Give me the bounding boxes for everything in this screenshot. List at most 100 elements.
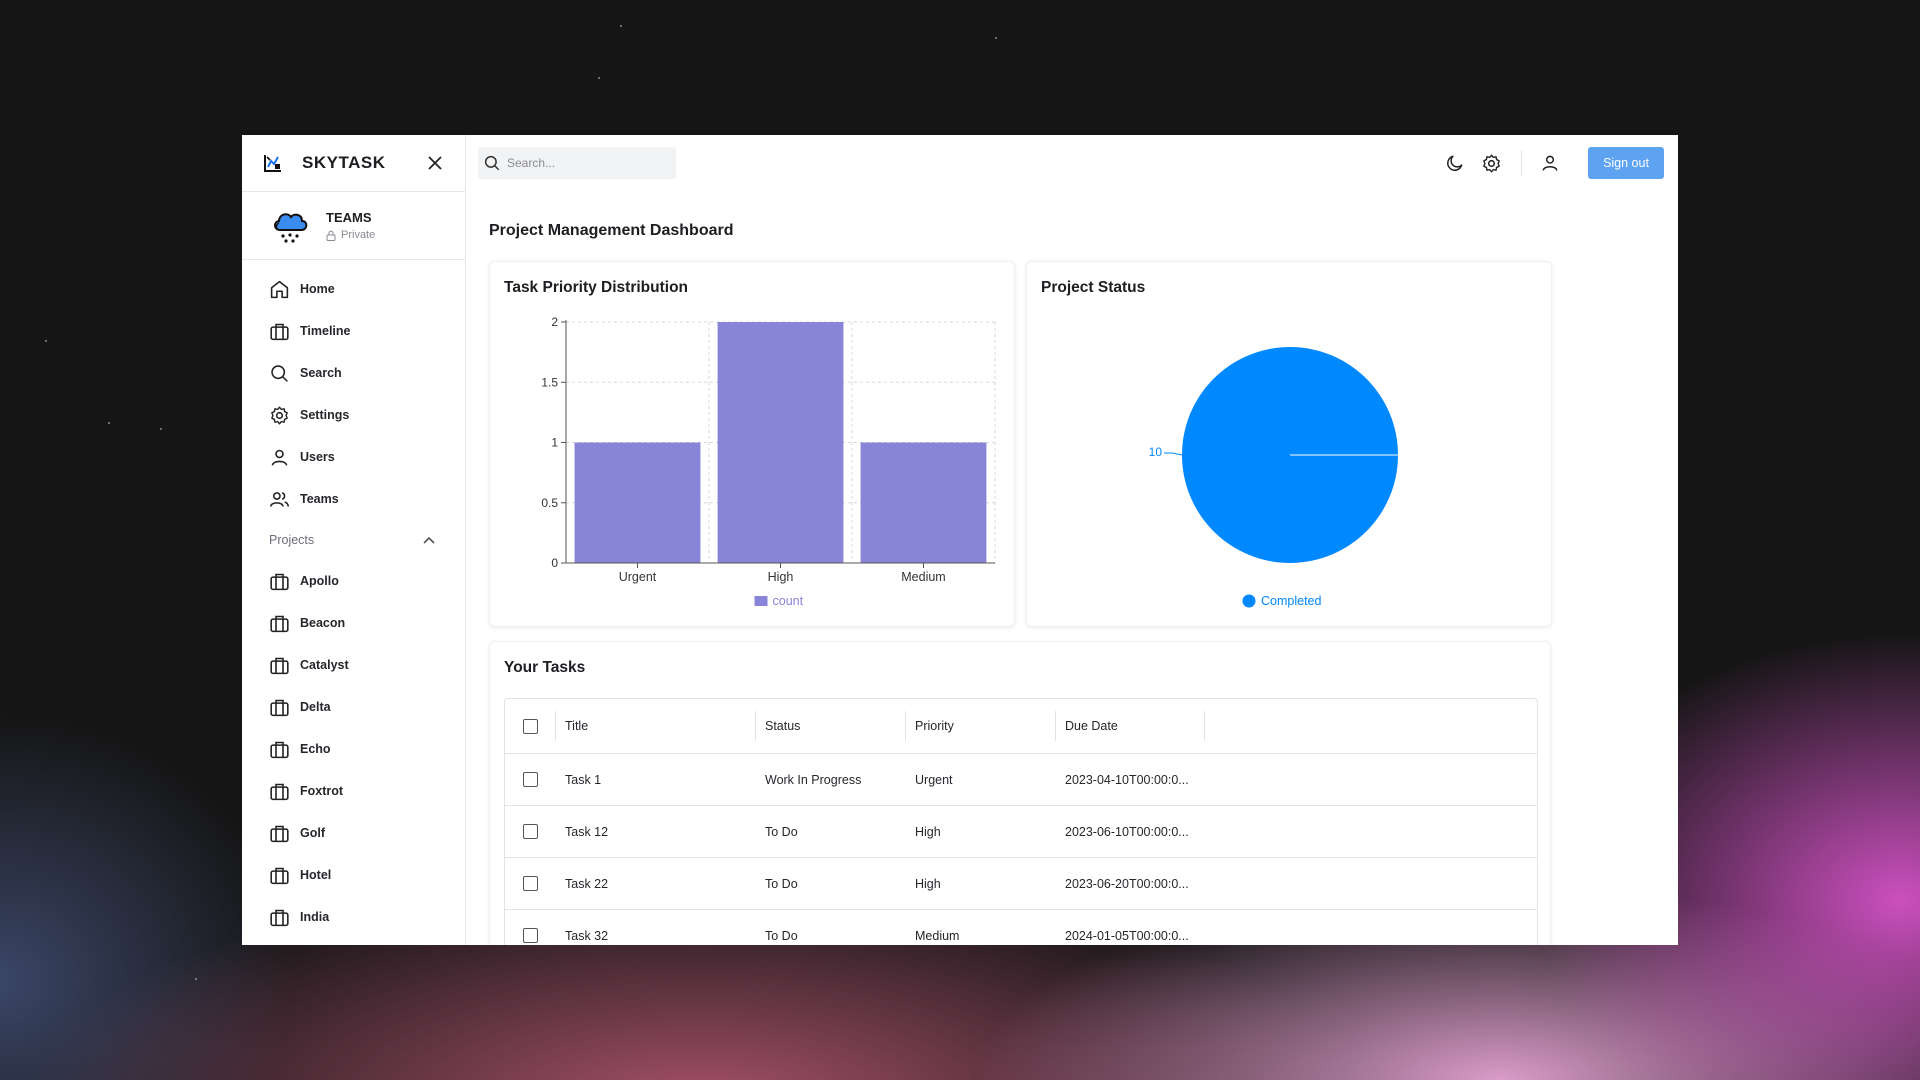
sidebar-project-golf[interactable]: Golf — [242, 812, 465, 854]
search-input[interactable] — [507, 156, 657, 170]
row-select-cell — [505, 824, 555, 839]
briefcase-icon — [270, 615, 289, 632]
star — [995, 37, 997, 39]
user-icon — [1542, 155, 1558, 171]
legend-swatch — [1242, 594, 1256, 608]
row-checkbox[interactable] — [522, 876, 538, 891]
tasks-table: Title Status Priority Due Date Task 1 Wo… — [504, 698, 1538, 945]
task-status: Work In Progress — [765, 772, 862, 787]
row-select-cell — [505, 876, 555, 891]
team-header[interactable]: TEAMS Private — [242, 192, 465, 260]
sidebar-item-label: Foxtrot — [300, 784, 344, 798]
task-status: To Do — [765, 928, 798, 943]
status-chart-card: Project Status 10 Completed — [1026, 261, 1552, 627]
task-status: To Do — [765, 824, 798, 839]
team-visibility: Private — [326, 229, 375, 241]
sidebar-project-beacon[interactable]: Beacon — [242, 602, 465, 644]
close-sidebar-button[interactable] — [425, 153, 445, 173]
sidebar: SKYTASK TEAMS — [242, 135, 466, 945]
sidebar-project-partial[interactable] — [242, 938, 465, 945]
chart-title: Project Status — [1041, 279, 1146, 296]
briefcase-icon — [270, 741, 289, 758]
dark-mode-toggle[interactable] — [1443, 151, 1467, 175]
sidebar-item-settings[interactable]: Settings — [242, 394, 465, 436]
lock-icon — [326, 230, 336, 241]
pie-value-label: 10 — [1149, 445, 1163, 459]
task-priority: Urgent — [915, 772, 953, 787]
briefcase-icon — [270, 323, 289, 340]
table-row[interactable]: Task 22 To Do High 2023-06-20T00:00:0... — [505, 858, 1537, 910]
task-title: Task 32 — [565, 928, 609, 943]
y-tick-label: 2 — [551, 315, 558, 329]
star — [160, 428, 162, 430]
sidebar-item-users[interactable]: Users — [242, 436, 465, 478]
team-visibility-label: Private — [341, 229, 376, 241]
moon-icon — [1447, 155, 1463, 171]
briefcase-icon — [270, 699, 289, 716]
select-all-checkbox[interactable] — [522, 718, 538, 734]
row-checkbox[interactable] — [522, 772, 538, 787]
sidebar-project-echo[interactable]: Echo — [242, 728, 465, 770]
legend-swatch — [754, 596, 768, 606]
table-row[interactable]: Task 1 Work In Progress Urgent 2023-04-1… — [505, 754, 1537, 806]
column-header-title[interactable]: Title — [555, 711, 755, 741]
sidebar-item-label: Search — [300, 366, 342, 380]
sidebar-item-search[interactable]: Search — [242, 352, 465, 394]
sidebar-project-india[interactable]: India — [242, 896, 465, 938]
y-tick-label: 1.5 — [541, 375, 558, 389]
column-header-status[interactable]: Status — [755, 711, 905, 741]
task-due-date: 2023-06-20T00:00:0... — [1065, 876, 1189, 891]
row-checkbox[interactable] — [522, 824, 538, 839]
y-tick-label: 0 — [551, 556, 558, 570]
sidebar-item-label: Delta — [300, 700, 331, 714]
projects-section-toggle[interactable]: Projects — [242, 520, 465, 560]
sidebar-item-label: Beacon — [300, 616, 346, 630]
app-name: SKYTASK — [302, 153, 386, 172]
settings-button[interactable] — [1479, 151, 1503, 175]
table-header: Title Status Priority Due Date — [505, 699, 1537, 754]
sidebar-item-home[interactable]: Home — [242, 268, 465, 310]
team-name: TEAMS — [326, 210, 372, 225]
sidebar-item-label: Home — [300, 282, 335, 296]
page-title: Project Management Dashboard — [489, 222, 734, 239]
main-nav: Home Timeline Search Settings Users Team… — [242, 260, 465, 945]
sidebar-project-hotel[interactable]: Hotel — [242, 854, 465, 896]
task-priority: Medium — [915, 928, 960, 943]
row-select-cell — [505, 772, 555, 787]
topbar-actions: Sign out — [1431, 147, 1664, 179]
sidebar-project-catalyst[interactable]: Catalyst — [242, 644, 465, 686]
close-icon — [428, 156, 442, 170]
column-header-priority[interactable]: Priority — [905, 711, 1055, 741]
task-priority: High — [915, 876, 941, 891]
sidebar-item-teams[interactable]: Teams — [242, 478, 465, 520]
sidebar-project-foxtrot[interactable]: Foxtrot — [242, 770, 465, 812]
bar-high — [717, 322, 844, 563]
y-tick-label: 0.5 — [541, 496, 558, 510]
table-row[interactable]: Task 12 To Do High 2023-06-10T00:00:0... — [505, 806, 1537, 858]
topbar-divider — [1521, 150, 1522, 176]
briefcase-icon — [270, 867, 289, 884]
sidebar-project-delta[interactable]: Delta — [242, 686, 465, 728]
gear-icon — [1482, 153, 1500, 173]
profile-button[interactable] — [1538, 151, 1562, 175]
status-pie-chart: 10 Completed — [1149, 347, 1398, 608]
app-window: SKYTASK TEAMS — [242, 135, 1678, 945]
sidebar-item-label: Timeline — [300, 324, 351, 338]
sign-out-button[interactable]: Sign out — [1588, 147, 1664, 179]
sidebar-item-label: Teams — [300, 492, 339, 506]
briefcase-icon — [270, 783, 289, 800]
sidebar-item-label: Hotel — [300, 868, 332, 882]
projects-section-label: Projects — [269, 533, 315, 547]
search-box[interactable] — [478, 147, 676, 179]
row-select-cell — [505, 928, 555, 943]
briefcase-icon — [270, 657, 289, 674]
sidebar-item-timeline[interactable]: Timeline — [242, 310, 465, 352]
task-title: Task 22 — [565, 876, 609, 891]
row-checkbox[interactable] — [522, 928, 538, 943]
sidebar-item-label: India — [300, 910, 330, 924]
sidebar-project-apollo[interactable]: Apollo — [242, 560, 465, 602]
column-header-due-date[interactable]: Due Date — [1055, 711, 1205, 741]
table-row[interactable]: Task 32 To Do Medium 2024-01-05T00:00:0.… — [505, 910, 1537, 945]
x-tick-label: Urgent — [619, 570, 657, 584]
briefcase-icon — [270, 573, 289, 590]
